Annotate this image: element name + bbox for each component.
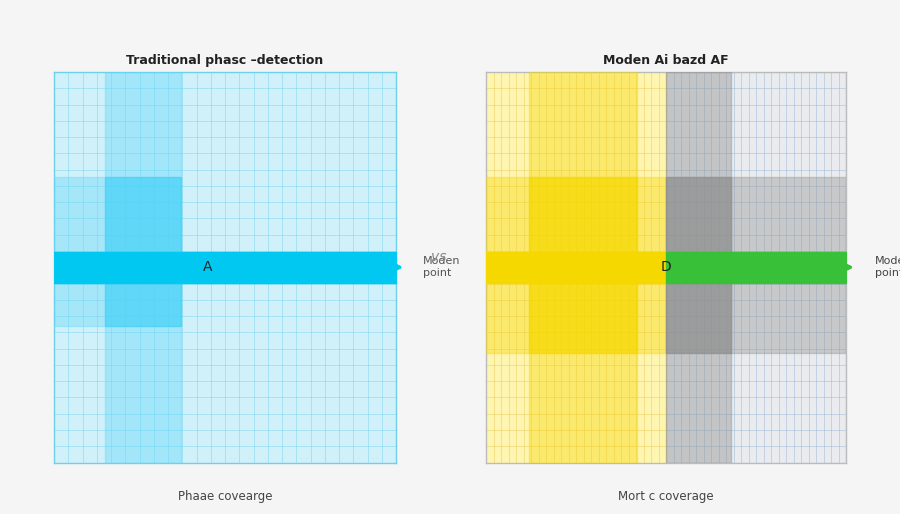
Bar [105,177,181,326]
Bar [486,177,666,353]
Bar [666,177,731,353]
Bar [105,72,181,463]
Title: Traditional phasc –detection: Traditional phasc –detection [126,53,324,67]
Text: A: A [203,260,212,274]
Bar [666,177,846,353]
Text: Moden
point: Moden point [875,256,900,278]
Text: vs: vs [430,250,446,264]
Bar [529,72,637,463]
Text: Mort c coverage: Mort c coverage [618,490,714,503]
Bar [666,72,846,463]
Title: Moden Ai bazd AF: Moden Ai bazd AF [603,53,729,67]
Text: D: D [661,260,671,274]
Text: Phaae covearge: Phaae covearge [178,490,272,503]
Text: Moden
point: Moden point [423,256,461,278]
Bar [486,72,666,463]
Bar [54,177,181,326]
Bar [529,177,637,353]
Bar [666,72,731,463]
